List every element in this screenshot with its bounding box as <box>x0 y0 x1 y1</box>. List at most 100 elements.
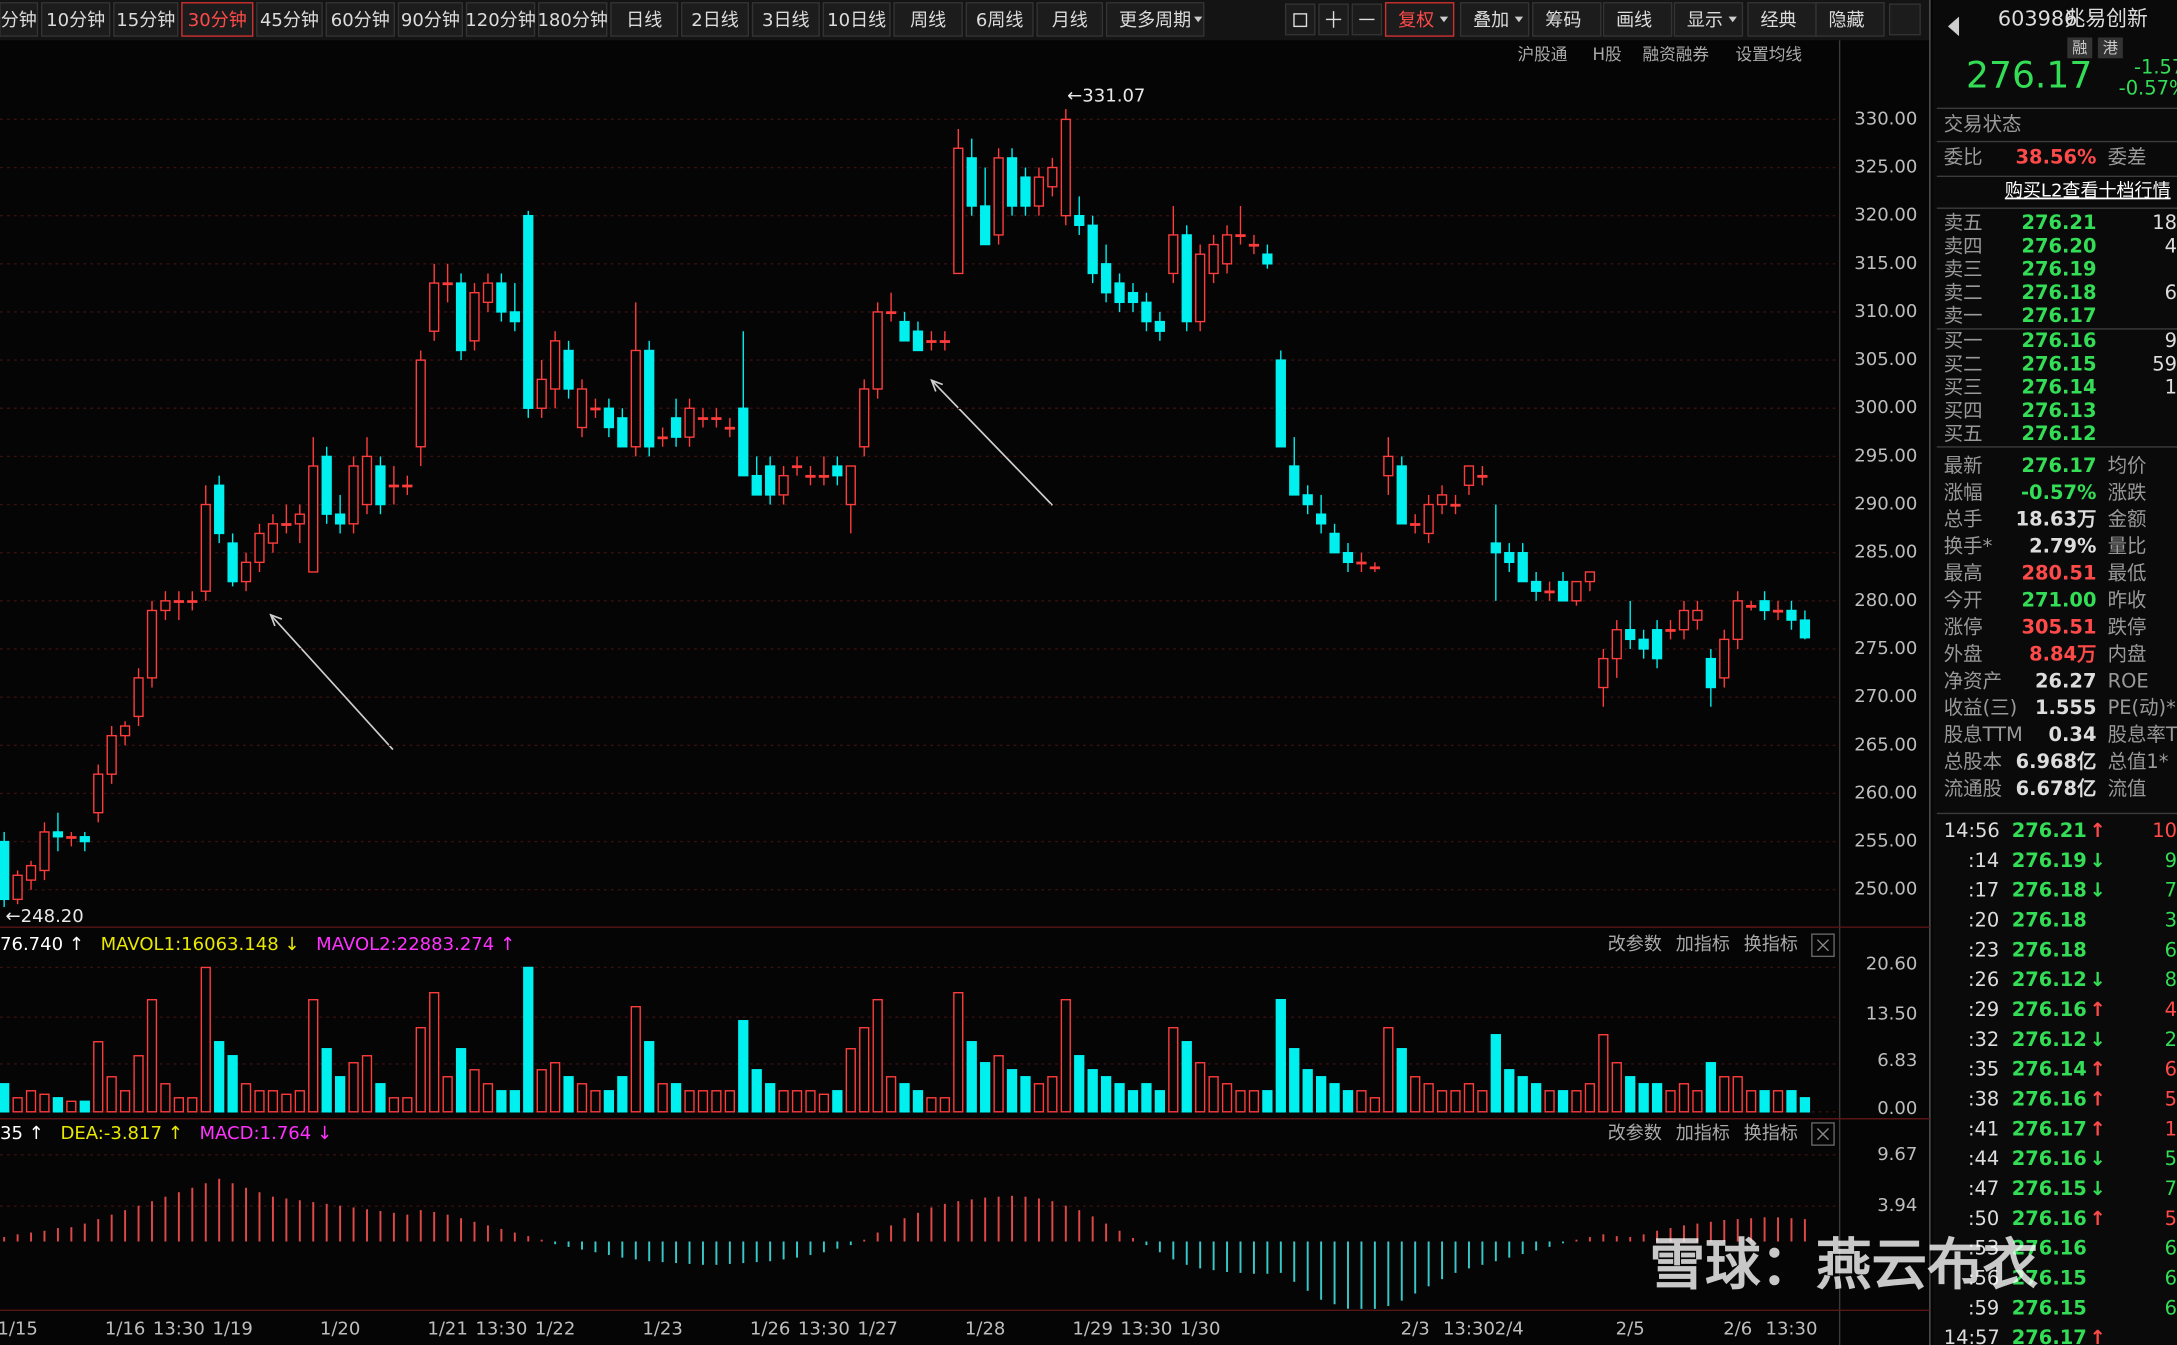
period-button[interactable] <box>40 2 111 37</box>
period-button[interactable] <box>681 2 750 37</box>
volume-bar <box>1154 1090 1166 1113</box>
volume-bar <box>1235 1090 1246 1113</box>
tick-dir: ↓ <box>2090 1028 2106 1051</box>
volume-bar <box>173 1097 185 1113</box>
volume-bar <box>778 1090 789 1113</box>
period-button[interactable] <box>538 2 608 37</box>
period-label[interactable]: 2日线 <box>691 10 739 31</box>
tool-icon[interactable] <box>1318 3 1349 36</box>
period-label[interactable]: 周线 <box>910 10 946 31</box>
period-label[interactable]: 3日线 <box>762 10 810 31</box>
tool-button[interactable] <box>1384 2 1455 37</box>
tick-time: :26 <box>1968 968 1999 991</box>
tool-label[interactable]: 筹码 <box>1545 10 1581 31</box>
stat-label: 最低 <box>2108 562 2147 585</box>
period-button[interactable] <box>325 2 395 37</box>
x-tick-label: 1/19 <box>212 1319 253 1340</box>
book-price: 276.12 <box>2022 422 2097 445</box>
period-button[interactable] <box>893 2 963 37</box>
panel-back-icon[interactable] <box>1947 16 1960 37</box>
panel-button[interactable]: 改参数 <box>1608 934 1662 955</box>
tool-icon[interactable] <box>1284 3 1316 36</box>
panel-button[interactable]: 加指标 <box>1676 934 1730 955</box>
sub-link[interactable]: 设置均线 <box>1735 45 1802 64</box>
candle-body <box>1141 301 1152 323</box>
period-button[interactable] <box>1105 2 1205 37</box>
y-tick-label: 285.00 <box>1854 542 1917 563</box>
period-label[interactable]: 120分钟 <box>465 10 535 31</box>
sub-link[interactable]: 沪股通 <box>1518 45 1568 64</box>
y-tick-label: 320.00 <box>1854 205 1917 226</box>
period-label[interactable]: 60分钟 <box>331 10 390 31</box>
tool-label[interactable]: 复权 <box>1398 10 1434 31</box>
period-button[interactable] <box>610 2 679 37</box>
candle-body <box>39 831 50 872</box>
candle-body <box>1248 243 1260 247</box>
panel-button[interactable]: 换指标 <box>1744 934 1798 955</box>
tool-button[interactable] <box>1532 2 1602 37</box>
tick-qty: 6 <box>2165 1237 2177 1260</box>
x-tick-label: 13:30 <box>153 1319 205 1340</box>
tool-label[interactable]: 画线 <box>1616 10 1652 31</box>
tool-label[interactable]: 隐藏 <box>1829 10 1865 31</box>
tool-button[interactable] <box>1673 2 1744 37</box>
period-button[interactable] <box>113 2 179 37</box>
period-label[interactable]: 月线 <box>1052 10 1088 31</box>
period-button[interactable] <box>181 2 254 37</box>
tool-label[interactable]: 叠加 <box>1473 10 1509 31</box>
tool-label[interactable]: 显示 <box>1687 10 1723 31</box>
y-tick-label: 305.00 <box>1854 349 1917 370</box>
period-button[interactable] <box>465 2 536 37</box>
candle-body <box>1705 657 1716 689</box>
period-button[interactable] <box>0 2 39 37</box>
volume-bar <box>1181 1041 1192 1113</box>
panel-button[interactable]: 换指标 <box>1744 1123 1798 1144</box>
fullscreen-button[interactable] <box>1888 3 1921 36</box>
period-label[interactable]: 180分钟 <box>537 10 607 31</box>
panel-button[interactable]: 改参数 <box>1608 1123 1662 1144</box>
volume-bar <box>294 1090 305 1113</box>
period-button[interactable] <box>1036 2 1104 37</box>
period-label[interactable]: 更多周期 <box>1119 10 1191 31</box>
volume-bar <box>415 1027 426 1113</box>
l2-link[interactable]: 购买L2查看十档行情 <box>2005 181 2171 202</box>
candle-body <box>818 474 830 478</box>
panel-close[interactable] <box>1811 933 1835 958</box>
period-button[interactable] <box>822 2 891 37</box>
period-button[interactable] <box>256 2 323 37</box>
book-price: 276.14 <box>2022 376 2097 399</box>
period-button[interactable] <box>397 2 464 37</box>
volume-bar <box>1074 1055 1085 1113</box>
tool-label[interactable]: 经典 <box>1760 10 1796 31</box>
period-button[interactable] <box>965 2 1034 37</box>
volume-bar <box>818 1093 830 1113</box>
period-label[interactable]: 15分钟 <box>116 10 175 31</box>
period-label[interactable]: 10日线 <box>827 10 886 31</box>
candle-body <box>200 503 211 592</box>
candle-body <box>160 600 171 612</box>
candle-body <box>1625 629 1636 641</box>
period-label[interactable]: 45分钟 <box>260 10 319 31</box>
volume-bar <box>791 1090 803 1113</box>
stat-label: 量比 <box>2108 535 2147 558</box>
period-label[interactable]: 30分钟 <box>188 10 247 31</box>
tool-icon[interactable] <box>1351 3 1383 36</box>
period-label[interactable]: 分钟 <box>1 10 37 31</box>
sub-link[interactable]: 融资融券 <box>1642 45 1709 64</box>
period-label[interactable]: 6周线 <box>976 10 1024 31</box>
panel-close[interactable] <box>1811 1122 1835 1146</box>
y-tick-label: 20.60 <box>1866 954 1918 975</box>
period-label[interactable]: 日线 <box>626 10 662 31</box>
period-label[interactable]: 90分钟 <box>401 10 460 31</box>
panel-close-glyph <box>1816 939 1830 952</box>
volume-bar <box>1033 1083 1045 1113</box>
panel-button[interactable]: 加指标 <box>1676 1123 1730 1144</box>
tool-button[interactable] <box>1815 2 1885 37</box>
candle-body <box>12 874 23 901</box>
period-label[interactable]: 10分钟 <box>46 10 105 31</box>
sub-link[interactable]: H股 <box>1592 45 1622 64</box>
tool-button[interactable] <box>1602 2 1673 37</box>
candle-body <box>254 532 265 564</box>
period-button[interactable] <box>751 2 820 37</box>
